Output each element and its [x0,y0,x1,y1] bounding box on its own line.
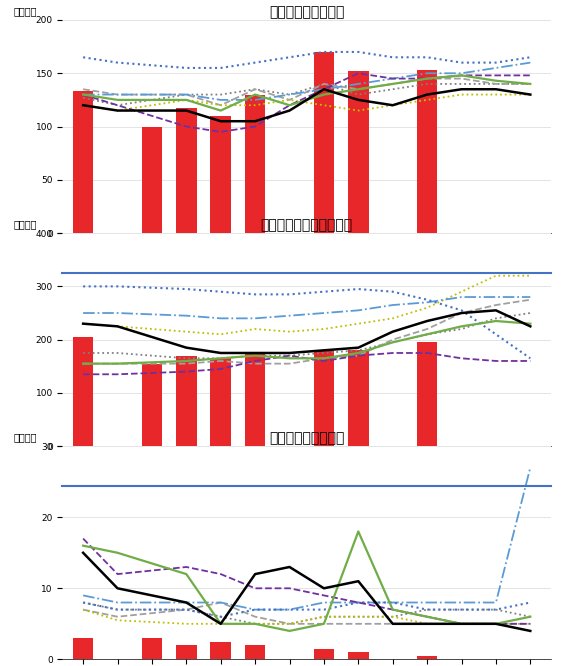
Bar [73,638,94,659]
Bar [245,95,265,233]
Bar [73,337,94,446]
Bar [348,652,369,659]
Text: 数据来源：MPOB、国元期货: 数据来源：MPOB、国元期货 [471,578,551,587]
Bar [141,364,162,446]
Title: 马来西亚棕榈油进口: 马来西亚棕榈油进口 [269,431,344,445]
Bar [141,638,162,659]
Bar [210,641,231,659]
Bar [73,91,94,233]
Bar [141,127,162,233]
Bar [314,649,334,659]
Bar [245,353,265,446]
Legend: 2020年, 2021年, 2022年, 2023年: 2020年, 2021年, 2022年, 2023年 [68,350,302,360]
Bar [245,645,265,659]
Bar [417,342,437,446]
Bar [348,71,369,233]
Bar [176,356,197,446]
Legend: 2020年, 2021年, 2022年, 2023年: 2020年, 2021年, 2022年, 2023年 [68,563,302,573]
Bar [210,358,231,446]
Bar [210,116,231,233]
Bar [176,109,197,233]
Text: （万吨）: （万吨） [14,432,37,442]
Bar [417,70,437,233]
Bar [314,352,334,446]
Text: 数据来源：MPOB、国元期货: 数据来源：MPOB、国元期货 [471,365,551,374]
Bar [417,656,437,659]
Bar [176,645,197,659]
Text: （万吨）: （万吨） [14,6,37,16]
Bar [314,52,334,233]
Title: 马来西亚棕榈油期末库存: 马来西亚棕榈油期末库存 [261,218,353,232]
Title: 马来西亚棕榈油出口: 马来西亚棕榈油出口 [269,5,344,19]
Bar [348,350,369,446]
Text: （万吨）: （万吨） [14,219,37,229]
